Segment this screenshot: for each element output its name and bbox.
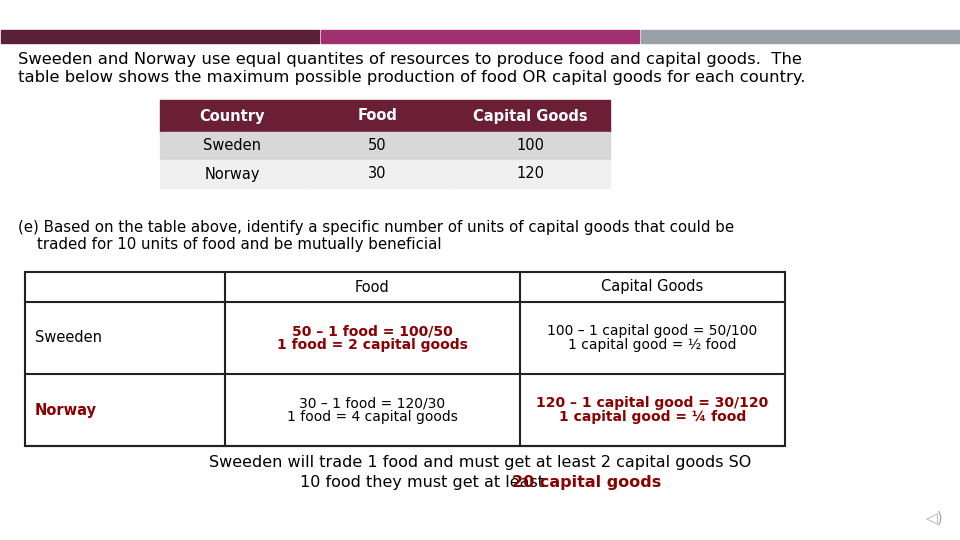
Text: 10 food they must get at least: 10 food they must get at least [300,475,549,490]
Bar [641,30,959,43]
Text: 1 food = 2 capital goods: 1 food = 2 capital goods [277,338,468,352]
Text: Sweden: Sweden [204,138,261,153]
Text: Sweeden and Norway use equal quantites of resources to produce food and capital : Sweeden and Norway use equal quantites o… [18,52,802,67]
Bar [450,132,610,160]
Text: ◁): ◁) [926,510,944,525]
Text: Capital Goods: Capital Goods [601,280,704,294]
Bar [450,100,610,132]
Text: table below shows the maximum possible production of food OR capital goods for e: table below shows the maximum possible p… [18,70,805,85]
Text: Country: Country [200,109,265,124]
Text: 100: 100 [516,138,544,153]
Text: 100 – 1 capital good = 50/100: 100 – 1 capital good = 50/100 [547,325,757,339]
Text: Norway: Norway [204,166,260,181]
Text: 50 – 1 food = 100/50: 50 – 1 food = 100/50 [292,325,453,339]
Text: 1 food = 4 capital goods: 1 food = 4 capital goods [287,409,458,423]
Text: 30 – 1 food = 120/30: 30 – 1 food = 120/30 [300,396,445,410]
Bar [25,272,785,446]
Text: (e) Based on the table above, identify a specific number of units of capital goo: (e) Based on the table above, identify a… [18,220,734,235]
Text: 120 – 1 capital good = 30/120: 120 – 1 capital good = 30/120 [537,396,769,410]
Text: Food: Food [355,280,390,294]
Text: 30: 30 [369,166,387,181]
Bar [1,30,319,43]
Bar [305,100,450,132]
Bar [160,160,305,188]
Bar [450,160,610,188]
Bar [160,100,305,132]
Text: 1 capital good = ¼ food: 1 capital good = ¼ food [559,409,746,423]
Text: Norway: Norway [35,402,97,417]
Text: 20 capital goods: 20 capital goods [513,475,661,490]
Bar [160,132,305,160]
Text: Food: Food [357,109,397,124]
Bar [305,132,450,160]
Bar [305,160,450,188]
Text: Sweeden: Sweeden [35,330,102,346]
Text: 1 capital good = ½ food: 1 capital good = ½ food [568,338,736,352]
Text: traded for 10 units of food and be mutually beneficial: traded for 10 units of food and be mutua… [18,237,442,252]
Text: 120: 120 [516,166,544,181]
Text: Capital Goods: Capital Goods [472,109,588,124]
Text: 50: 50 [369,138,387,153]
Text: Sweeden will trade 1 food and must get at least 2 capital goods SO: Sweeden will trade 1 food and must get a… [209,455,751,470]
Bar [321,30,639,43]
